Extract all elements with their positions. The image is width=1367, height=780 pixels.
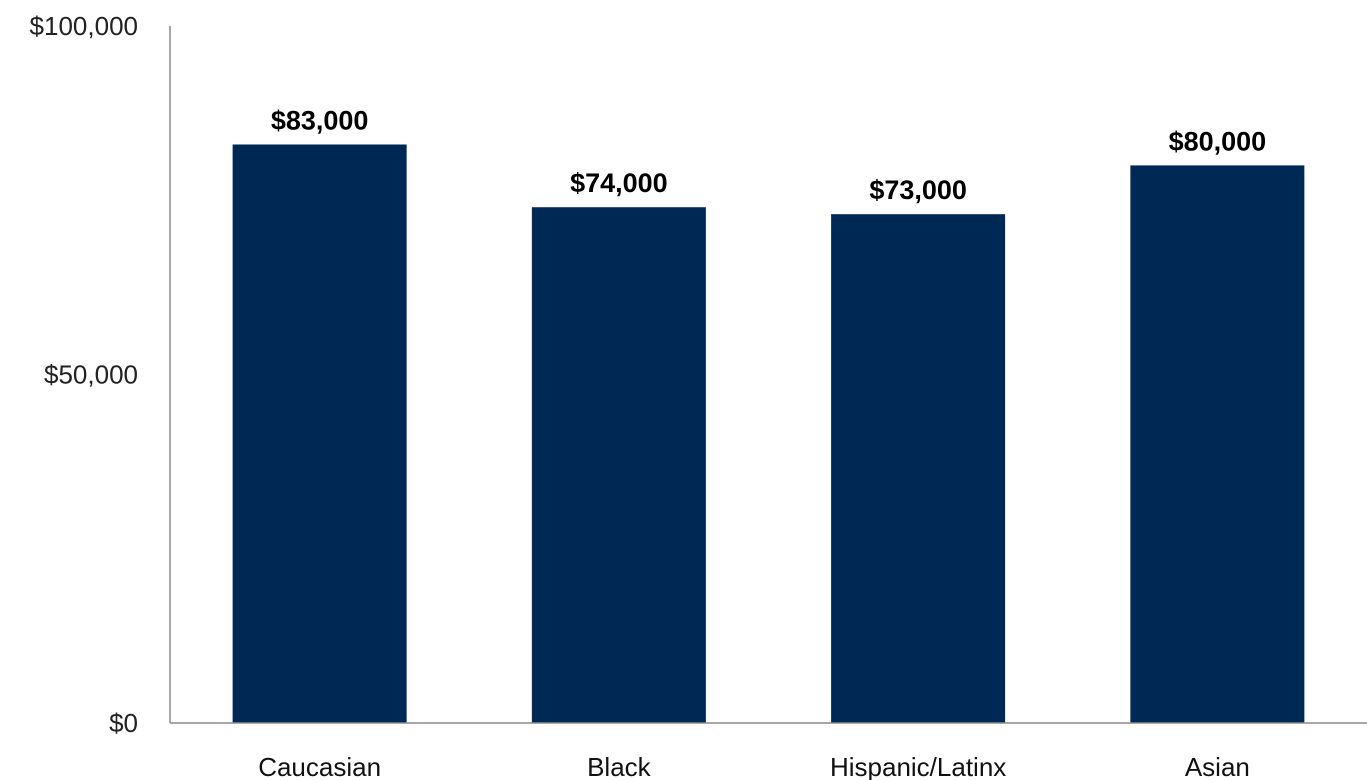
category-label: Asian: [1185, 752, 1250, 780]
bar: [831, 214, 1006, 723]
data-label: $73,000: [869, 175, 967, 205]
bar: [232, 144, 407, 724]
y-tick-label: $100,000: [30, 11, 138, 41]
bar: [1130, 165, 1305, 723]
data-label: $83,000: [271, 105, 369, 135]
bar: [531, 207, 706, 724]
category-label: Caucasian: [258, 752, 381, 780]
y-axis-tick-labels: $0 $50,000 $100,000: [30, 11, 138, 738]
category-label: Hispanic/Latinx: [830, 752, 1006, 780]
data-label: $74,000: [570, 168, 668, 198]
data-labels: $83,000 $74,000 $73,000 $80,000: [271, 105, 1266, 205]
x-axis-category-labels: Caucasian Black Hispanic/Latinx Asian: [258, 752, 1250, 780]
y-tick-label: $0: [109, 708, 138, 738]
data-label: $80,000: [1169, 126, 1267, 156]
y-tick-label: $50,000: [44, 360, 138, 390]
category-label: Black: [587, 752, 652, 780]
bars: [232, 144, 1305, 724]
